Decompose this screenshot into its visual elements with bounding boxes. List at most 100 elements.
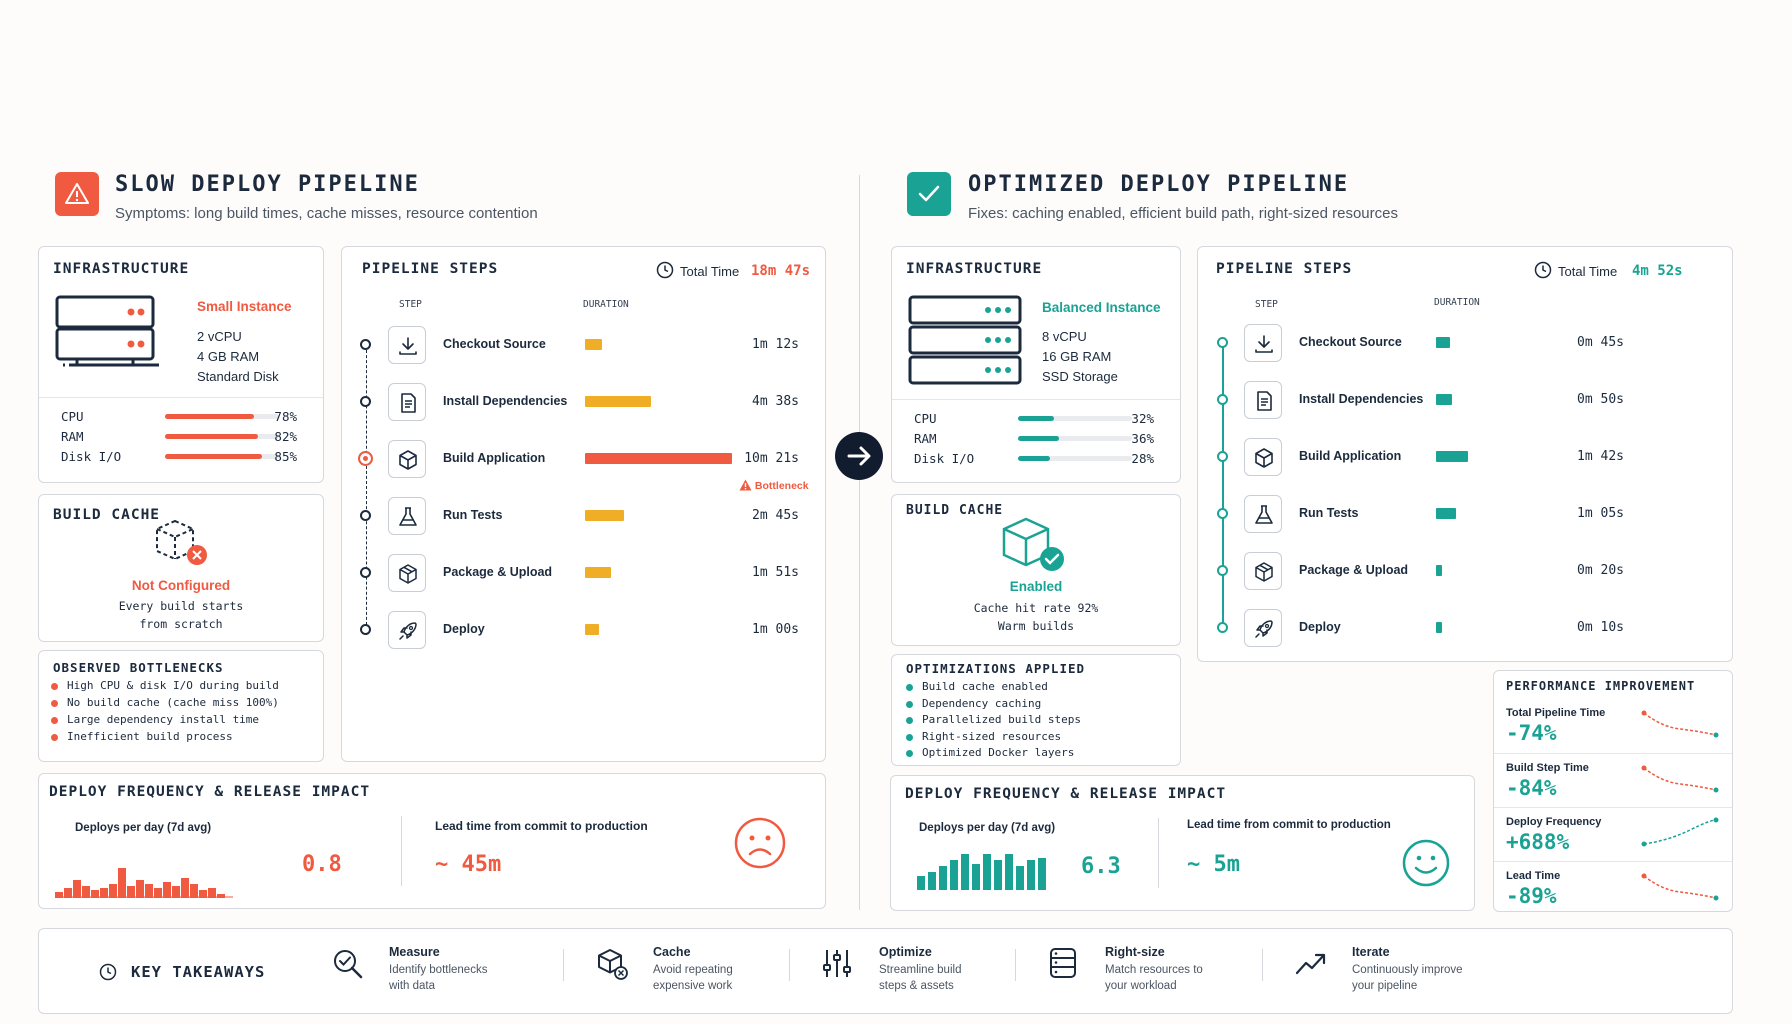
- pipeline-step-checkout-source[interactable]: Checkout Source 0m 45s: [1198, 323, 1732, 363]
- resource-value: 85%: [274, 449, 297, 464]
- pipeline-step-package-upload[interactable]: Package & Upload 0m 20s: [1198, 551, 1732, 591]
- pipeline-step-deploy[interactable]: Deploy 1m 00s: [342, 610, 825, 650]
- timeline-dot: [360, 396, 371, 407]
- opt-optimizations-card: OPTIMIZATIONS APPLIED Build cache enable…: [891, 654, 1181, 766]
- resource-row-ram: RAM 82%: [61, 427, 297, 445]
- duration-bar: [585, 510, 625, 521]
- pipeline-step-package-upload[interactable]: Package & Upload 1m 51s: [342, 553, 825, 593]
- rocket-icon: [388, 611, 426, 649]
- takeaway-desc: Match resources to your workload: [1105, 962, 1255, 994]
- resource-value: 28%: [1131, 451, 1154, 466]
- takeaway-desc-line: Identify bottlenecks: [389, 964, 488, 976]
- flask-icon: [388, 497, 426, 535]
- resource-value: 82%: [274, 429, 297, 444]
- takeaway-desc-line: Continuously improve: [1352, 964, 1463, 976]
- slow-deploy-title: DEPLOY FREQUENCY & RELEASE IMPACT: [49, 784, 371, 800]
- slow-pipeline-subtitle: Symptoms: long build times, cache misses…: [115, 205, 538, 222]
- slow-pipeline-steps-title: PIPELINE STEPS: [362, 261, 499, 277]
- step-name: Package & Upload: [1299, 563, 1409, 577]
- takeaway-title: Iterate: [1352, 945, 1390, 959]
- opt-pipeline-steps-title: PIPELINE STEPS: [1216, 261, 1353, 277]
- step-duration: 10m 21s: [744, 451, 799, 466]
- pipeline-step-checkout-source[interactable]: Checkout Source 1m 12s: [342, 325, 825, 365]
- list-item: Right-sized resources: [906, 730, 1081, 747]
- cache-enabled-icon: [1002, 517, 1064, 571]
- trend-up-icon: [1641, 817, 1719, 847]
- timeline-dot: [360, 339, 371, 350]
- slow-cache-title: BUILD CACHE: [53, 507, 161, 523]
- performance-value: +688%: [1506, 830, 1570, 854]
- opt-step-list: Checkout Source 0m 45s Install Dependencie…: [1198, 311, 1732, 651]
- resource-row-diskio: Disk I/O 28%: [914, 449, 1154, 467]
- check-badge-icon: [907, 172, 951, 216]
- histogram-bar: [208, 888, 216, 898]
- step-name: Run Tests: [443, 508, 503, 522]
- step-name: Build Application: [1299, 449, 1402, 463]
- opt-spec-ram: 16 GB RAM: [1042, 349, 1112, 364]
- pipeline-step-build-application[interactable]: Build Application 10m 21s: [342, 439, 825, 479]
- pipeline-step-run-tests[interactable]: Run Tests 2m 45s: [342, 496, 825, 536]
- trend-down-icon: [1641, 873, 1719, 901]
- opt-infra-title: INFRASTRUCTURE: [906, 261, 1043, 277]
- resource-label: Disk I/O: [914, 451, 975, 466]
- slow-pipeline-card: PIPELINE STEPS Total Time 18m 47s STEP D…: [341, 246, 826, 762]
- resource-fill: [1018, 416, 1055, 421]
- performance-label: Total Pipeline Time: [1506, 707, 1606, 719]
- pipeline-step-deploy[interactable]: Deploy 0m 10s: [1198, 608, 1732, 648]
- slow-lead-value: ~ 45m: [435, 852, 502, 877]
- duration-bar: [585, 396, 651, 407]
- step-duration: 1m 00s: [752, 622, 799, 637]
- pipeline-step-build-application[interactable]: Build Application 1m 42s: [1198, 437, 1732, 477]
- optimizations-title: OPTIMIZATIONS APPLIED: [906, 661, 1086, 676]
- takeaway-desc: Avoid repeating expensive work: [653, 962, 803, 994]
- timeline-dot: [1217, 337, 1228, 348]
- histogram-bar: [154, 888, 162, 898]
- trend-down-icon: [1641, 765, 1719, 793]
- histogram-bar: [172, 886, 180, 898]
- duration-column-header: DURATION: [1434, 297, 1480, 308]
- pipeline-step-run-tests[interactable]: Run Tests 1m 05s: [1198, 494, 1732, 534]
- timeline-dot: [1217, 394, 1228, 405]
- timeline-dot: [1217, 508, 1228, 519]
- resource-track: [1018, 456, 1132, 461]
- slow-spec-cpu: 2 vCPU: [197, 329, 242, 344]
- warning-icon: [739, 479, 752, 491]
- slow-deploy-card: DEPLOY FREQUENCY & RELEASE IMPACT Deploy…: [38, 773, 826, 909]
- performance-label: Build Step Time: [1506, 762, 1589, 774]
- step-duration: 1m 51s: [752, 565, 799, 580]
- opt-spec-cpu: 8 vCPU: [1042, 329, 1087, 344]
- timeline-dot: [358, 451, 373, 466]
- slow-deploy-histogram: [55, 868, 233, 898]
- slow-spec-ram: 4 GB RAM: [197, 349, 260, 364]
- clock-icon: [99, 963, 117, 981]
- histogram-bar: [190, 884, 198, 898]
- histogram-bar: [145, 884, 153, 898]
- pipeline-step-install-dependencies[interactable]: Install Dependencies 4m 38s: [342, 382, 825, 422]
- slow-bottlenecks-card: OBSERVED BOTTLENECKS High CPU & disk I/O…: [38, 650, 324, 762]
- sliders-icon: [823, 950, 851, 977]
- opt-infra-card: INFRASTRUCTURE Balanced Instance 8 vCPU …: [891, 246, 1181, 483]
- duration-column-header: DURATION: [583, 299, 629, 310]
- resource-label: Disk I/O: [61, 449, 122, 464]
- takeaway-measure: Measure Identify bottlenecks with data: [331, 945, 551, 1001]
- duration-bar: [585, 339, 603, 350]
- duration-bar: [1436, 337, 1451, 348]
- opt-pipeline-card: PIPELINE STEPS Total Time 4m 52s STEP DU…: [1197, 246, 1733, 662]
- timeline-line: [1222, 343, 1224, 629]
- opt-cache-card: BUILD CACHE Enabled Cache hit rate 92% W…: [891, 494, 1181, 646]
- server-icon: [908, 295, 1022, 385]
- opt-instance-name: Balanced Instance: [1042, 300, 1161, 315]
- takeaway-title: Right-size: [1105, 945, 1165, 959]
- takeaway-iterate: Iterate Continuously improve your pipeline: [1294, 945, 1514, 1001]
- takeaway-desc: Continuously improve your pipeline: [1352, 962, 1502, 994]
- takeaway-desc: Streamline build steps & assets: [879, 962, 1029, 994]
- histogram-bar: [64, 888, 72, 898]
- pipeline-step-install-dependencies[interactable]: Install Dependencies 0m 50s: [1198, 380, 1732, 420]
- histogram-bar: [972, 864, 980, 890]
- histogram-bar: [118, 868, 126, 898]
- takeaway-title: Optimize: [879, 945, 932, 959]
- resource-row-cpu: CPU 32%: [914, 409, 1154, 427]
- opt-lead-label: Lead time from commit to production: [1187, 819, 1391, 831]
- histogram-bar: [1016, 866, 1024, 890]
- opt-deploy-card: DEPLOY FREQUENCY & RELEASE IMPACT Deploy…: [890, 775, 1475, 911]
